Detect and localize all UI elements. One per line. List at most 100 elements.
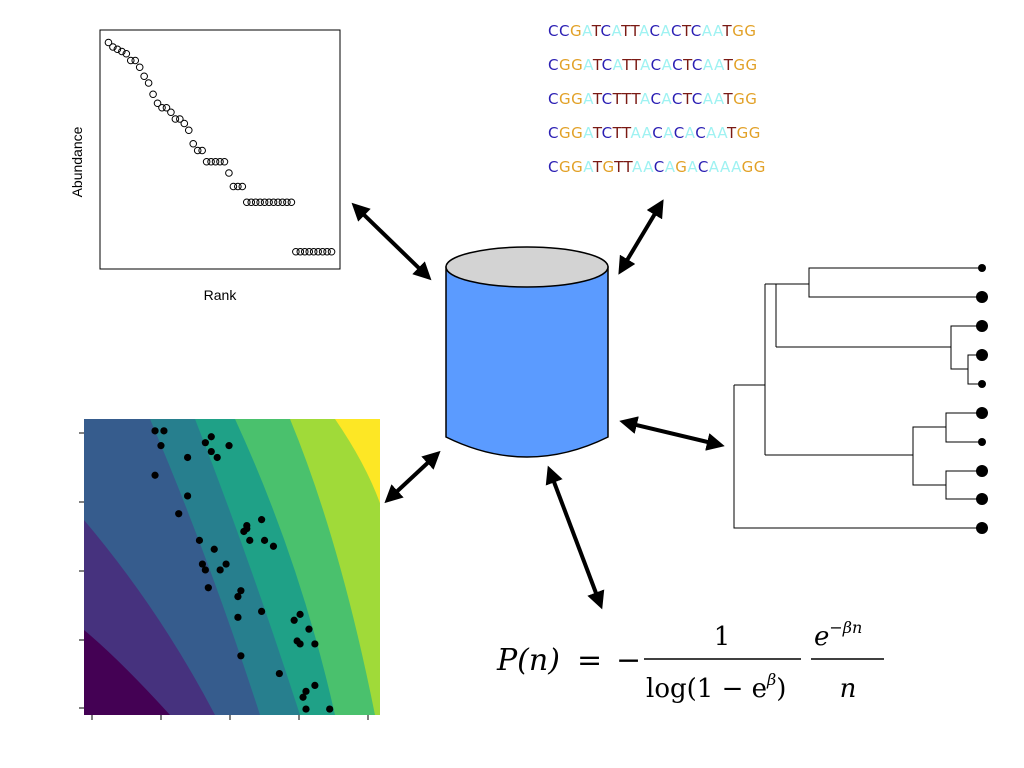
tree-clade-main: [734, 284, 766, 455]
abundance-point: [220, 157, 229, 166]
tree-clade-b: [776, 325, 982, 385]
tree-tip-node: [976, 407, 988, 419]
x-axis-label: Rank: [204, 287, 238, 303]
tree-root-branch: [733, 385, 982, 529]
contour-point: [198, 560, 206, 568]
abundance-point: [211, 157, 220, 166]
contour-point: [207, 447, 215, 456]
plot-frame: [99, 29, 341, 270]
contour-plot: [79, 419, 380, 720]
abundance-point: [162, 103, 171, 112]
abundance-point: [292, 247, 300, 256]
contour-point: [258, 516, 266, 524]
tree-clade-d: [912, 455, 982, 500]
arrow-sequences: [618, 199, 664, 275]
abundance-point: [323, 247, 331, 256]
connector-arrows: [351, 199, 725, 610]
contour-point: [302, 705, 310, 713]
abundance-point: [135, 63, 144, 72]
abundance-point: [193, 146, 202, 155]
abundance-point: [176, 115, 184, 123]
abundance-point: [234, 182, 242, 191]
abundance-point: [247, 198, 256, 207]
formula-log-series: P(n) = − 1 log(1 − eβ) e−βn n: [496, 618, 884, 704]
contour-point: [157, 442, 165, 450]
abundance-point: [300, 247, 309, 256]
abundance-point: [327, 247, 336, 256]
abundance-point: [113, 45, 122, 54]
tree-clade-c: [765, 412, 982, 456]
formula-equals: =: [577, 643, 602, 678]
abundance-point: [149, 90, 157, 99]
abundance-point: [153, 99, 162, 108]
abundance-point: [198, 146, 206, 155]
formula-minus: −: [616, 643, 641, 678]
contour-point: [175, 510, 183, 518]
abundance-point: [158, 103, 166, 112]
abundance-point: [256, 198, 264, 207]
contour-point: [296, 610, 304, 618]
abundance-point: [314, 247, 322, 256]
abundance-point: [251, 198, 260, 207]
contour-point: [269, 542, 278, 550]
contour-point: [207, 433, 215, 441]
contour-point: [275, 669, 283, 678]
tree-tip-node: [976, 320, 988, 332]
abundance-point: [122, 49, 131, 58]
database-cylinder-icon: [445, 246, 609, 458]
contour-point: [184, 492, 192, 500]
contour-point: [225, 442, 233, 450]
abundance-point: [278, 198, 287, 207]
phylogenetic-tree: [733, 267, 982, 529]
contour-point: [311, 681, 319, 690]
contour-point: [311, 640, 319, 648]
contour-point: [260, 536, 269, 544]
tree-tip-node: [976, 465, 988, 477]
contour-bands: [84, 419, 380, 715]
abundance-point: [180, 119, 189, 128]
contour-point: [258, 607, 266, 616]
abundance-point: [269, 198, 278, 207]
abundance-point: [309, 247, 318, 256]
abundance-point: [131, 56, 140, 65]
contour-point: [210, 545, 218, 553]
abundance-point: [242, 198, 251, 207]
tree-tip-node: [978, 264, 986, 272]
contour-point: [240, 527, 248, 536]
tree-tip-node: [976, 493, 988, 505]
contour-point: [216, 566, 224, 574]
contour-ticks: [79, 432, 369, 720]
contour-band: [335, 419, 380, 504]
contour-point: [326, 705, 334, 713]
tree-clade-a: [776, 267, 982, 298]
abundance-point: [109, 43, 117, 51]
arrow-tree: [619, 416, 725, 451]
contour-point: [237, 652, 245, 660]
abundance-point: [287, 198, 296, 207]
dna-sequence: CCGATCATTACACTCAATGG: [548, 22, 756, 40]
formula-numerator-2: e−βn: [814, 618, 862, 652]
arrow-contour: [384, 450, 441, 504]
tree-tips: [976, 264, 988, 534]
abundance-point: [104, 38, 113, 47]
contour-point: [160, 427, 168, 435]
contour-point: [234, 613, 242, 621]
tree-tip-node: [978, 380, 986, 388]
contour-point: [213, 453, 221, 462]
contour-point: [195, 536, 204, 544]
arrow-formula: [545, 465, 605, 610]
abundance-point: [126, 56, 135, 65]
formula-lhs: P(n): [496, 643, 560, 678]
dna-alignment: CCGATCATTACACTCAATGG CGGATCATTACACTCAATGG…: [548, 22, 765, 176]
arrow-rank-abundance: [351, 202, 432, 281]
contour-point: [246, 536, 254, 544]
abundance-point: [265, 198, 273, 207]
contour-point: [237, 587, 245, 595]
formula-denominator-2: n: [840, 674, 857, 704]
abundance-point: [184, 126, 193, 135]
abundance-points: [104, 38, 336, 256]
abundance-point: [229, 182, 238, 191]
tree-tip-node: [976, 522, 988, 534]
abundance-point: [260, 198, 269, 207]
